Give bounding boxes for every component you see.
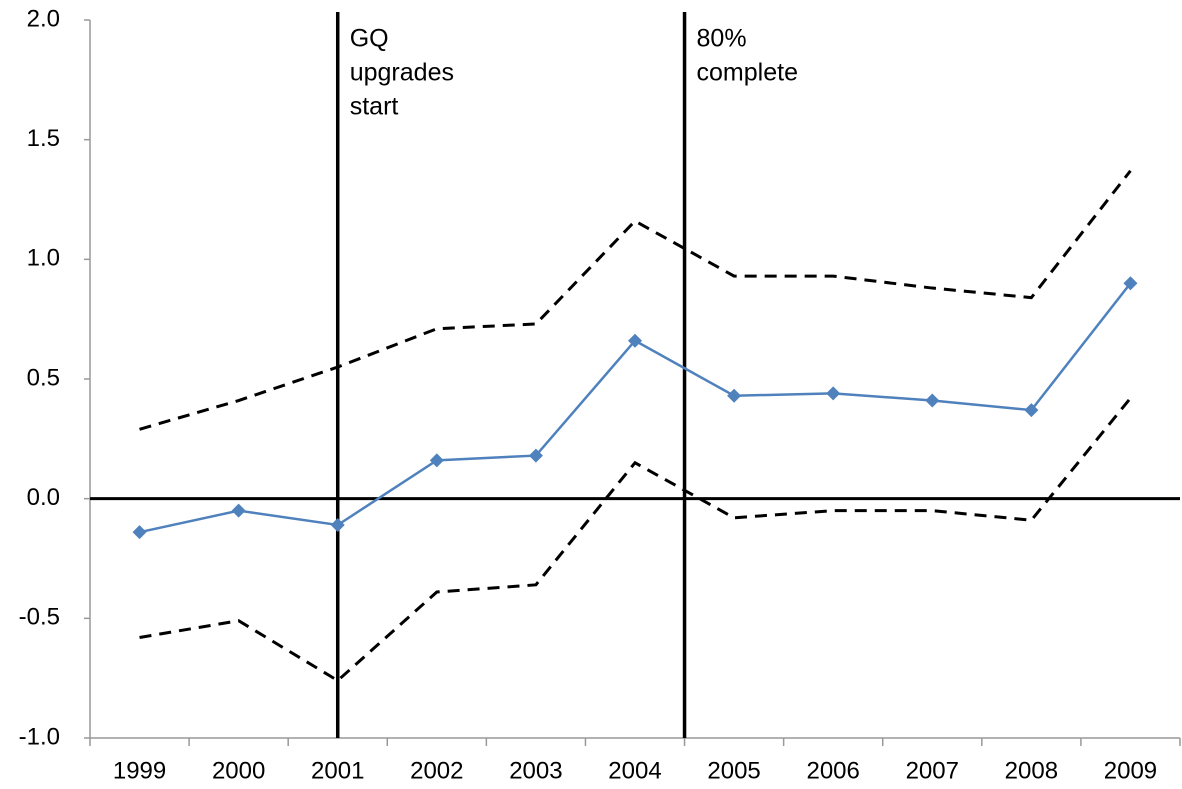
marker [330, 517, 345, 532]
y-tick-label: 0.0 [27, 484, 60, 511]
x-tick-label: 2006 [806, 757, 859, 784]
y-tick-label: -0.5 [19, 604, 60, 631]
marker [528, 448, 543, 463]
annotation: upgrades [350, 59, 454, 87]
x-tick-label: 2004 [608, 757, 661, 784]
marker [132, 525, 147, 540]
annotation: start [350, 93, 399, 121]
x-tick-label: 2005 [707, 757, 760, 784]
x-tick-label: 2001 [311, 757, 364, 784]
x-tick-label: 2007 [906, 757, 959, 784]
marker [628, 333, 642, 348]
x-tick-label: 1999 [113, 757, 166, 784]
marker [231, 503, 246, 518]
annotation: 80% [697, 25, 747, 53]
series-line [139, 282, 1132, 534]
x-tick-label: 2008 [1005, 757, 1058, 784]
y-tick-label: 0.5 [27, 364, 60, 391]
x-tick-label: 2000 [212, 757, 265, 784]
marker [429, 453, 444, 468]
y-tick-label: -1.0 [19, 723, 60, 750]
x-tick-label: 2003 [509, 757, 562, 784]
x-tick-label: 2009 [1104, 757, 1157, 784]
marker [826, 386, 841, 401]
x-tick-label: 2002 [410, 757, 463, 784]
y-tick-label: 1.0 [27, 245, 60, 272]
annotation: GQ [350, 25, 389, 53]
marker [925, 393, 940, 408]
marker [727, 388, 742, 403]
series-line [139, 397, 1132, 683]
y-tick-label: 1.5 [27, 125, 60, 152]
annotation: complete [697, 59, 798, 87]
marker [1024, 403, 1039, 418]
series-line [139, 169, 1132, 431]
marker [1123, 276, 1138, 291]
y-tick-label: 2.0 [27, 5, 60, 32]
